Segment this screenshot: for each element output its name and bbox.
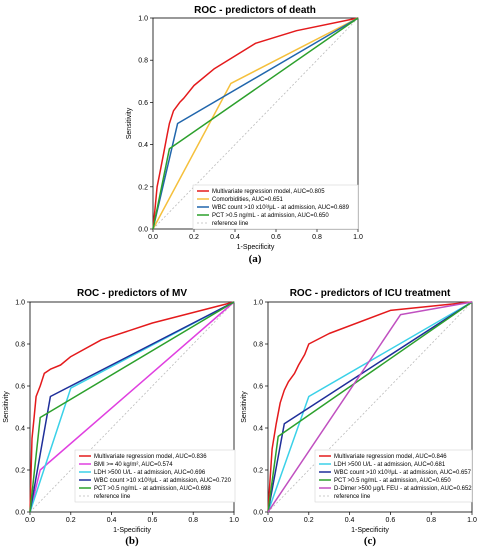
legend-entry: Multivariate regression model, AUC=0.836 [94,454,207,460]
legend-box [192,184,359,230]
x-tick-label: 0.2 [304,517,314,524]
panel-label: (c) [364,535,377,547]
roc-panel-3: ROC - predictors of ICU treatment 0.0 0.2 0… [241,288,477,547]
panel-label: (a) [249,253,262,265]
plot-frame [29,301,235,513]
legend-entry: WBC count >10 x10³/μL - at admission, AU… [94,478,232,484]
legend-entry: PCT >0.5 ng/mL - at admission, AUC=0.650 [212,213,329,219]
y-tick-label: 0.2 [253,468,263,475]
panel-label: (b) [125,535,139,547]
legend-entry: Comorbidities, AUC=0.651 [212,197,284,203]
x-tick-label: 0.6 [271,234,281,241]
series-line-pct-0-5-ng-ml-at-admission-auc-0-650 [152,17,359,230]
chart-title: ROC - predictors of MV [77,288,187,299]
roc-panel-1: ROC - predictors of death 0.0 0.2 0.4 0.6 0.8… [126,5,363,265]
legend-entry: BMI >= 40 kg/m², AUC=0.574 [94,462,173,468]
y-tick-label: 1.0 [15,300,25,307]
x-tick-label: 0.8 [426,517,436,524]
y-tick-label: 0.4 [253,426,263,433]
series-line-bmi-40-kg-m-auc-0-574 [29,301,235,513]
x-tick-label: 0.0 [148,234,158,241]
y-tick-label: 0.2 [15,468,25,475]
series-line-reference-line [152,17,359,230]
series-line-comorbidities-auc-0-651 [152,17,359,230]
series-line-wbc-count-10-x10-l-at-admission-auc-0-68 [152,17,359,230]
y-tick-label: 0.4 [15,426,25,433]
legend: Multivariate regression model, AUC=0.846… [314,449,473,503]
y-tick-label: 0.8 [15,342,25,349]
series-line-multivariate-regression-model-auc-0-846 [267,301,473,513]
y-axis-label: Sensitivity [126,107,133,139]
plot-frame [267,301,473,513]
legend-entry: LDH >500 U/L - at admission, AUC=0.681 [334,462,446,468]
y-tick-label: 0.6 [15,384,25,391]
chart-title: ROC - predictors of ICU treatment [290,288,451,299]
legend-entry: Multivariate regression model, AUC=0.805 [212,189,325,195]
series-line-pct-0-5-ng-ml-at-admission-auc-0-650 [267,301,473,513]
x-tick-label: 0.4 [345,517,355,524]
x-tick-label: 0.0 [263,517,273,524]
y-axis-label: Sensitivity [3,391,10,423]
x-tick-label: 1.0 [229,517,239,524]
series-line-reference-line [267,301,473,513]
x-tick-label: 0.6 [386,517,396,524]
series-line-ldh-500-u-l-at-admission-auc-0-681 [267,301,473,513]
x-tick-label: 0.2 [66,517,76,524]
roc-panel-2: ROC - predictors of MV 0.0 0.2 0.4 0.6 0.8 1.0… [3,288,239,547]
series-line-reference-line [29,301,235,513]
y-tick-label: 0.0 [15,510,25,517]
x-tick-label: 1.0 [467,517,477,524]
x-axis-label: 1-Specificity [237,244,275,251]
series-line-wbc-count-10-x10-l-at-admission-auc-0-72 [29,301,235,513]
x-tick-label: 0.4 [230,234,240,241]
x-tick-label: 0.4 [107,517,117,524]
y-tick-label: 1.0 [253,300,263,307]
series-line-multivariate-regression-model-auc-0-805 [152,17,359,230]
legend-entry: reference line [94,494,131,500]
y-tick-label: 0.8 [253,342,263,349]
legend-entry: WBC count >10 x10³/μL - at admission, AU… [334,470,472,476]
x-tick-label: 0.0 [25,517,35,524]
y-tick-label: 0.0 [138,227,148,234]
legend: Multivariate regression model, AUC=0.805… [192,184,359,230]
series-line-d-dimer-500-g-l-feu-at-admission-auc-0-6 [267,301,473,513]
y-tick-label: 0.8 [138,58,148,65]
legend-box [314,449,473,503]
x-tick-label: 0.8 [312,234,322,241]
legend-entry: Multivariate regression model, AUC=0.846 [334,454,447,460]
x-axis-label: 1-Specificity [113,527,151,534]
series-line-wbc-count-10-x10-l-at-admission-auc-0-65 [267,301,473,513]
legend-box [74,449,236,503]
series-line-pct-0-5-ng-ml-at-admission-auc-0-698 [29,301,235,513]
y-tick-label: 1.0 [138,16,148,23]
series-line-multivariate-regression-model-auc-0-836 [29,301,235,513]
x-tick-label: 1.0 [353,234,363,241]
legend-entry: D-Dimer >500 μg/L FEU - at admission, AU… [334,486,472,492]
x-tick-label: 0.8 [188,517,198,524]
legend-entry: reference line [212,221,249,227]
legend-entry: reference line [334,494,371,500]
legend-entry: PCT >0.5 ng/mL - at admission, AUC=0.698 [94,486,211,492]
chart-title: ROC - predictors of death [194,5,316,16]
y-tick-label: 0.0 [253,510,263,517]
legend-entry: WBC count >10 x10³/μL - at admission, AU… [212,205,350,211]
legend-entry: LDH >500 U/L - at admission, AUC=0.696 [94,470,206,476]
x-tick-label: 0.2 [189,234,199,241]
y-axis-label: Sensitivity [241,391,248,423]
y-tick-label: 0.6 [138,100,148,107]
y-tick-label: 0.6 [253,384,263,391]
legend: Multivariate regression model, AUC=0.836… [74,449,236,503]
y-tick-label: 0.2 [138,184,148,191]
x-axis-label: 1-Specificity [351,527,389,534]
legend-entry: PCT >0.5 ng/mL - at admission, AUC=0.650 [334,478,451,484]
x-tick-label: 0.6 [148,517,158,524]
y-tick-label: 0.4 [138,142,148,149]
